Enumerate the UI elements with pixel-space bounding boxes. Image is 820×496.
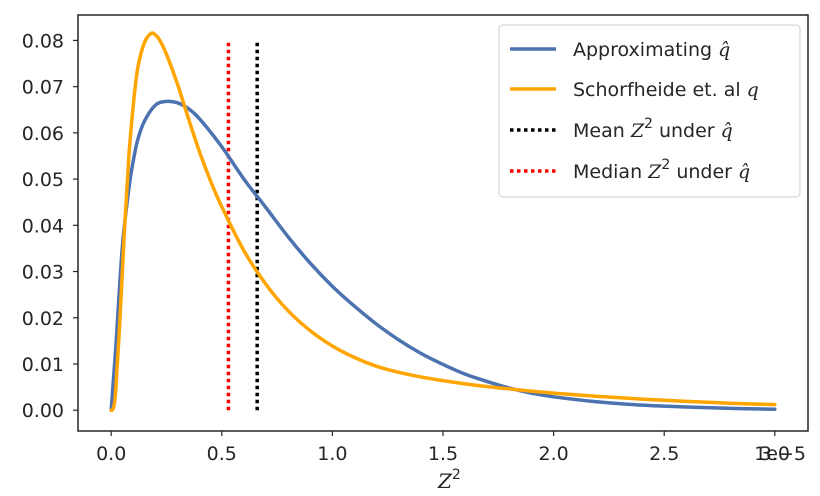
y-tick-label: 0.01 (22, 354, 64, 376)
y-tick-label: 0.03 (22, 262, 64, 284)
x-axis-label-base: Z (437, 469, 453, 493)
x-axis-label: Z2 (437, 467, 461, 493)
x-tick-label: 3.0 (760, 443, 790, 465)
plot-area (109, 31, 777, 412)
x-offset-label: 1e−5 (754, 443, 806, 465)
y-tick-label: 0.04 (22, 215, 64, 237)
legend: Approximating q̂ Schorfheide et. al q Mean… (498, 24, 801, 198)
x-tick-label: 1.5 (428, 443, 458, 465)
legend-label: Approximating q̂ (573, 39, 730, 61)
x-axis: 0.0 0.5 1.0 1.5 2.0 2.5 3.0 (96, 431, 790, 465)
series-line-schorfheide (109, 31, 777, 412)
legend-label: Median Z2 under q̂ (573, 157, 750, 183)
x-tick-label: 1.0 (317, 443, 347, 465)
y-tick-label: 0.00 (22, 400, 64, 422)
y-tick-label: 0.06 (22, 123, 64, 145)
y-axis: 0.00 0.01 0.02 0.03 0.04 0.05 0.06 0.07 0.08 (22, 30, 78, 422)
y-tick-label: 0.02 (22, 308, 64, 330)
x-tick-label: 0.5 (207, 443, 237, 465)
y-tick-label: 0.07 (22, 77, 64, 99)
y-tick-label: 0.05 (22, 169, 64, 191)
legend-box (498, 24, 801, 198)
x-tick-label: 2.5 (649, 443, 679, 465)
x-axis-label-exponent: 2 (452, 467, 461, 483)
y-tick-label: 0.08 (22, 30, 64, 52)
legend-label: Mean Z2 under q̂ (573, 116, 733, 142)
x-tick-label: 0.0 (96, 443, 126, 465)
series-line-approximating (109, 99, 777, 412)
x-tick-label: 2.0 (538, 443, 568, 465)
legend-label: Schorfheide et. al q (573, 79, 759, 101)
